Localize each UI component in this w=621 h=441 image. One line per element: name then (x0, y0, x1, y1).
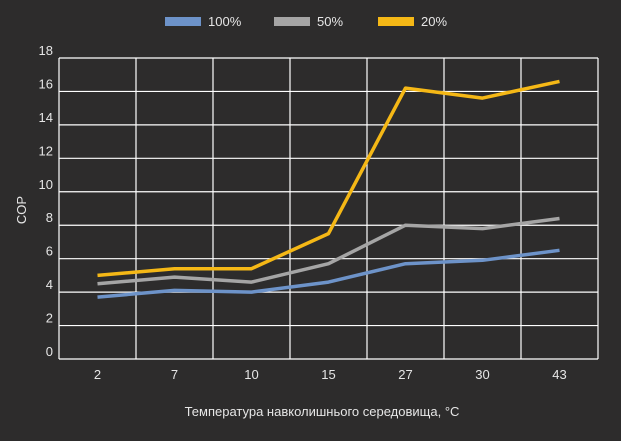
x-tick-label: 10 (244, 367, 258, 382)
y-tick-label: 8 (46, 210, 53, 225)
series-lines (97, 79, 560, 299)
series-line-20pct (97, 79, 560, 278)
x-axis-title: Температура навколишнього середовища, °C (185, 404, 460, 419)
series-line-50pct (97, 216, 560, 286)
legend-swatch (165, 17, 201, 26)
x-tick-label: 2 (94, 367, 101, 382)
legend-label: 50% (317, 14, 343, 29)
y-tick-labels: 0 2 4 6 8 10 12 14 16 18 (39, 43, 53, 359)
y-tick-label: 0 (46, 344, 53, 359)
y-tick-label: 16 (39, 76, 53, 91)
x-tick-label: 27 (398, 367, 412, 382)
legend-swatch (378, 17, 414, 26)
y-tick-label: 18 (39, 43, 53, 58)
legend-label: 20% (421, 14, 447, 29)
x-tick-label: 30 (475, 367, 489, 382)
x-tick-label: 15 (321, 367, 335, 382)
x-tick-labels: 2 7 10 15 27 30 43 (94, 367, 567, 382)
y-tick-label: 10 (39, 177, 53, 192)
grid (58, 57, 599, 360)
y-tick-label: 4 (46, 277, 53, 292)
y-tick-label: 6 (46, 244, 53, 259)
x-tick-label: 7 (171, 367, 178, 382)
x-tick-label: 43 (552, 367, 566, 382)
legend-label: 100% (208, 14, 242, 29)
y-tick-label: 14 (39, 110, 53, 125)
legend: 100% 50% 20% (165, 14, 447, 29)
legend-swatch (274, 17, 310, 26)
y-tick-label: 2 (46, 311, 53, 326)
series-line-100pct (97, 248, 560, 299)
y-tick-label: 12 (39, 143, 53, 158)
y-axis-title: COP (14, 196, 29, 224)
